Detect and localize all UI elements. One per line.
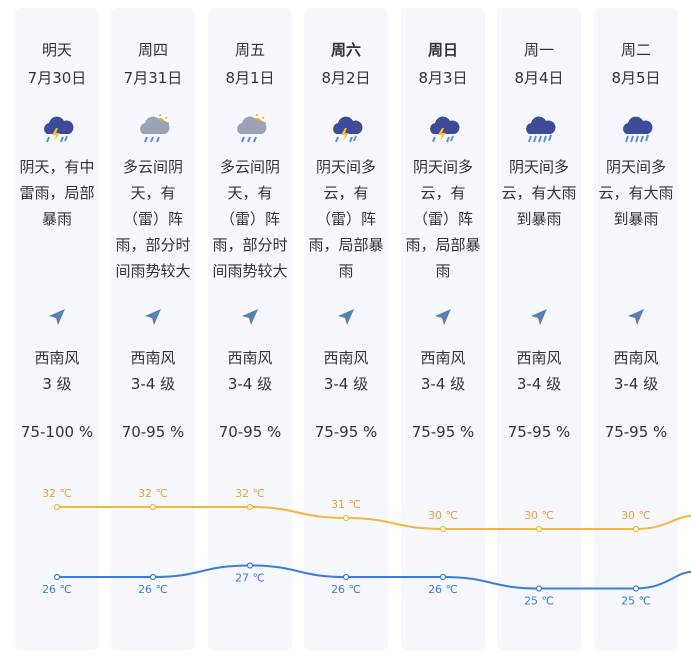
day-name: 明天 (41, 41, 72, 59)
forecast-day-column: 周六 8月2日 阴天间多云，有（雷）阵雨，局部暴雨 西南风 3-4 级 75-9… (304, 8, 388, 650)
wind-direction: 西南风 (34, 349, 80, 367)
weather-description: 阴天间多云，有（雷）阵雨，局部暴雨 (405, 158, 481, 280)
weather-description: 多云间阴天，有（雷）阵雨，部分时间雨势较大 (212, 158, 288, 280)
low-temperature-point (53, 573, 61, 581)
low-temperature-label: 25 ℃ (621, 595, 651, 608)
humidity: 70-95 % (218, 423, 282, 441)
high-temperature-label: 30 ℃ (428, 509, 458, 522)
partly-cloudy-rain-icon (135, 112, 171, 148)
wind-direction: 西南风 (227, 349, 273, 367)
humidity: 75-95 % (411, 423, 475, 441)
heavy-rain-icon (618, 112, 654, 148)
thunderstorm-icon (39, 112, 75, 148)
wind-direction: 西南风 (323, 349, 369, 367)
wind-level: 3-4 级 (420, 375, 466, 393)
high-temperature-label: 30 ℃ (524, 509, 554, 522)
high-temperature-point (632, 525, 640, 533)
low-temperature-point (439, 573, 447, 581)
weather-description: 多云间阴天，有（雷）阵雨，部分时间雨势较大 (115, 158, 191, 280)
thunderstorm-icon (425, 112, 461, 148)
high-temperature-line (56, 505, 691, 531)
low-temperature-label: 26 ℃ (138, 583, 168, 596)
wind-level: 3 级 (42, 375, 72, 393)
high-temperature-label: 32 ℃ (138, 487, 168, 500)
day-date: 8月4日 (514, 69, 564, 87)
humidity: 70-95 % (121, 423, 185, 441)
humidity: 75-95 % (314, 423, 378, 441)
partly-cloudy-rain-icon (232, 112, 268, 148)
day-date: 8月1日 (225, 69, 275, 87)
low-temperature-label: 26 ℃ (428, 583, 458, 596)
wind-level: 3-4 级 (227, 375, 273, 393)
day-date: 7月31日 (123, 69, 183, 87)
low-temperature-label: 26 ℃ (42, 583, 72, 596)
high-temperature-label: 31 ℃ (331, 498, 361, 511)
low-temperature-point (632, 585, 640, 592)
humidity: 75-95 % (507, 423, 571, 441)
forecast-day-column: 周一 8月4日 阴天间多云，有大雨到暴雨 西南风 3-4 级 75-95 % (497, 8, 581, 650)
day-name: 周日 (427, 41, 458, 59)
high-temperature-label: 30 ℃ (621, 509, 651, 522)
wind-direction-arrow-icon (144, 308, 162, 326)
low-temperature-point (149, 573, 157, 581)
day-name: 周二 (620, 41, 651, 59)
forecast-day-column: 周五 8月1日 多云间阴天，有（雷）阵雨，部分时间雨势较大 西南风 3-4 级 … (208, 8, 292, 650)
low-temperature-point (342, 573, 350, 581)
humidity: 75-95 % (604, 423, 668, 441)
wind-level: 3-4 级 (516, 375, 562, 393)
high-temperature-point (246, 503, 254, 511)
wind-level: 3-4 级 (323, 375, 369, 393)
high-temperature-point (439, 525, 447, 533)
high-temperature-point (53, 503, 61, 511)
day-date: 8月5日 (611, 69, 661, 87)
wind-level: 3-4 级 (130, 375, 176, 393)
wind-direction-arrow-icon (434, 308, 452, 326)
wind-direction: 西南风 (516, 349, 562, 367)
high-temperature-point (149, 503, 157, 511)
low-temperature-line (57, 564, 691, 590)
high-temperature-label: 32 ℃ (235, 487, 265, 500)
weather-description: 阴天间多云，有大雨到暴雨 (598, 158, 674, 228)
thunderstorm-icon (328, 112, 364, 148)
forecast-day-column: 明天 7月30日 阴天，有中雷雨，局部暴雨 西南风 3 级 75-100 % (15, 8, 99, 650)
high-temperature-label: 32 ℃ (42, 487, 72, 500)
wind-level: 3-4 级 (613, 375, 659, 393)
low-temperature-label: 25 ℃ (524, 595, 554, 608)
weather-description: 阴天，有中雷雨，局部暴雨 (19, 158, 95, 228)
wind-direction: 西南风 (420, 349, 466, 367)
low-temperature-point (535, 585, 543, 592)
humidity: 75-100 % (20, 423, 94, 441)
high-temperature-point (342, 514, 350, 522)
wind-direction: 西南风 (130, 349, 176, 367)
weather-description: 阴天间多云，有大雨到暴雨 (501, 158, 577, 228)
forecast-day-column: 周二 8月5日 阴天间多云，有大雨到暴雨 西南风 3-4 级 75-95 % (594, 8, 678, 650)
wind-direction-arrow-icon (48, 308, 66, 326)
wind-direction: 西南风 (613, 349, 659, 367)
high-temperature-point (535, 525, 543, 533)
day-date: 8月2日 (321, 69, 371, 87)
day-name: 周六 (330, 41, 361, 59)
wind-direction-arrow-icon (627, 308, 645, 326)
wind-direction-arrow-icon (241, 308, 259, 326)
wind-direction-arrow-icon (530, 308, 548, 326)
day-name: 周一 (523, 41, 554, 59)
heavy-rain-icon (521, 112, 557, 148)
wind-direction-arrow-icon (337, 308, 355, 326)
weather-description: 阴天间多云，有（雷）阵雨，局部暴雨 (308, 158, 384, 280)
day-name: 周五 (234, 41, 265, 59)
day-name: 周四 (137, 41, 168, 59)
low-temperature-label: 27 ℃ (235, 572, 265, 585)
low-temperature-label: 26 ℃ (331, 583, 361, 596)
forecast-day-column: 周四 7月31日 多云间阴天，有（雷）阵雨，部分时间雨势较大 西南风 3-4 级… (111, 8, 195, 650)
day-date: 7月30日 (27, 69, 87, 87)
day-date: 8月3日 (418, 69, 468, 87)
low-temperature-point (246, 562, 254, 569)
forecast-day-column: 周日 8月3日 阴天间多云，有（雷）阵雨，局部暴雨 西南风 3-4 级 75-9… (401, 8, 485, 650)
